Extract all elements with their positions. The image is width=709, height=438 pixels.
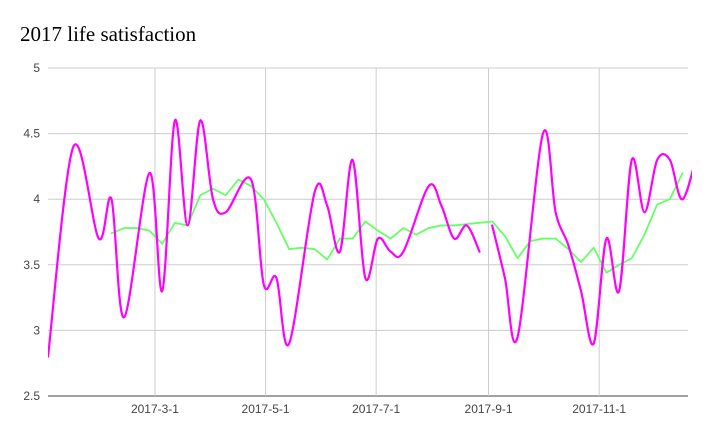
y-tick-label: 3	[33, 323, 40, 337]
y-tick-label: 5	[33, 61, 40, 75]
y-tick-label: 3.5	[23, 258, 40, 272]
y-tick-label: 4	[33, 192, 40, 206]
x-tick-label: 2017-5-1	[242, 402, 290, 416]
gridlines	[48, 67, 688, 397]
series-1-line-segment-2	[491, 129, 692, 346]
x-tick-label: 2017-7-1	[352, 402, 400, 416]
x-tick-label: 2017-3-1	[131, 402, 179, 416]
x-tick-label: 2017-11-1	[572, 402, 626, 416]
series-1-line-segment-1	[48, 119, 481, 358]
y-tick-label: 4.5	[23, 127, 40, 141]
series-lines	[48, 119, 692, 358]
chart-title: 2017 life satisfaction	[20, 22, 197, 46]
x-tick-label: 2017-9-1	[465, 402, 513, 416]
series-2-line-segment-1	[110, 172, 684, 274]
y-axis: 2.5 3 3.5 4 4.5 5	[23, 61, 40, 403]
x-axis: 2017-3-1 2017-5-1 2017-7-1 2017-9-1 2017-11-…	[131, 402, 626, 416]
y-tick-label: 2.5	[23, 389, 40, 403]
